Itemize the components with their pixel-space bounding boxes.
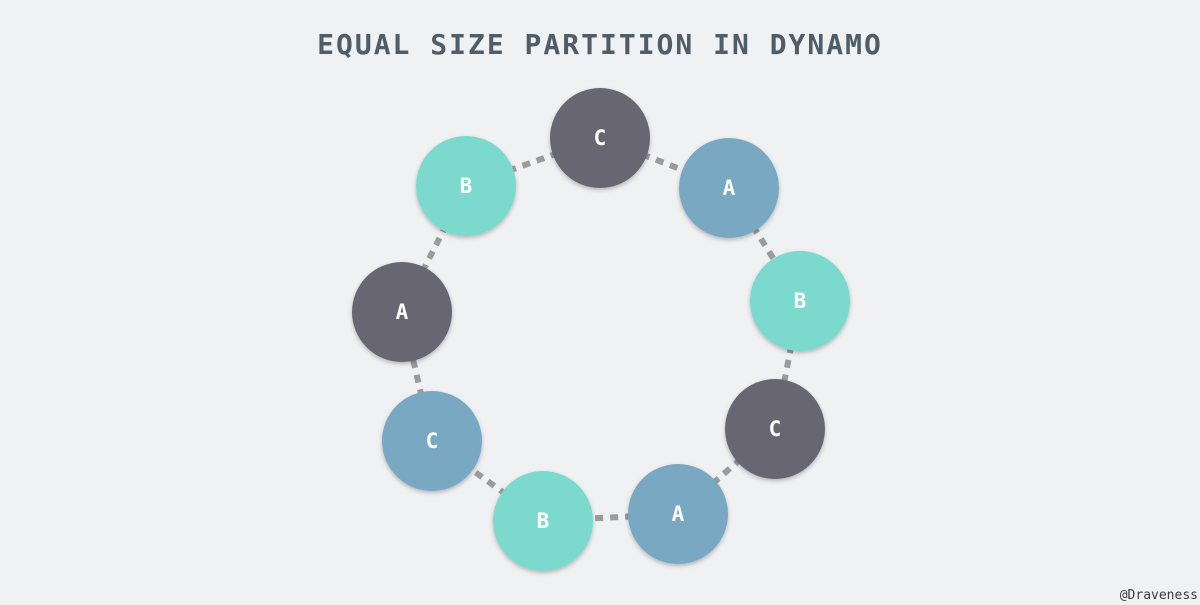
node-label: B bbox=[794, 289, 807, 313]
ring-nodes: C A B C A B C A B bbox=[352, 88, 850, 571]
node-label: A bbox=[396, 300, 409, 324]
diagram-title: EQUAL SIZE PARTITION IN DYNAMO bbox=[317, 28, 883, 61]
author-credit: @Draveness bbox=[1119, 588, 1198, 603]
ring-node-a: A bbox=[628, 464, 728, 564]
node-label: C bbox=[594, 126, 607, 150]
ring-node-b: B bbox=[750, 251, 850, 351]
node-circle bbox=[550, 88, 650, 188]
node-label: C bbox=[769, 417, 782, 441]
node-circle bbox=[750, 251, 850, 351]
node-circle bbox=[416, 136, 516, 236]
ring-node-c: C bbox=[725, 379, 825, 479]
node-label: A bbox=[723, 176, 736, 200]
ring-node-b: B bbox=[493, 471, 593, 571]
node-circle bbox=[725, 379, 825, 479]
node-label: B bbox=[537, 509, 550, 533]
ring-node-a: A bbox=[352, 262, 452, 362]
ring-node-a: A bbox=[679, 138, 779, 238]
node-label: C bbox=[426, 429, 439, 453]
ring-node-c: C bbox=[550, 88, 650, 188]
node-circle bbox=[628, 464, 728, 564]
node-circle bbox=[382, 391, 482, 491]
node-circle bbox=[679, 138, 779, 238]
ring-node-b: B bbox=[416, 136, 516, 236]
ring-node-c: C bbox=[382, 391, 482, 491]
node-label: A bbox=[672, 502, 685, 526]
node-circle bbox=[352, 262, 452, 362]
node-circle bbox=[493, 471, 593, 571]
node-label: B bbox=[460, 174, 473, 198]
